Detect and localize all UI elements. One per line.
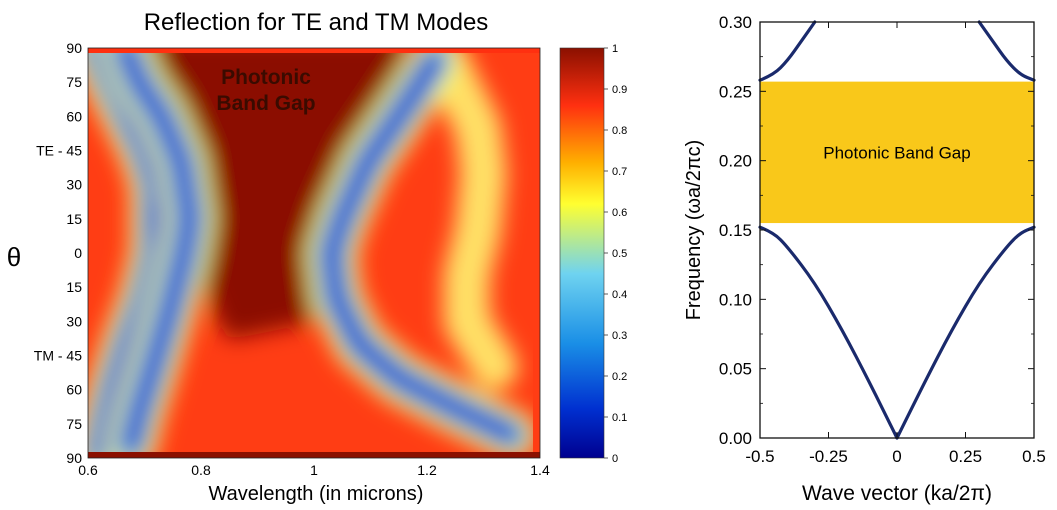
y-tick-label: 15 [66,279,82,295]
x-tick-label: 0.5 [1022,447,1046,466]
top-edge-band [88,48,540,53]
x-tick-label: 0.6 [78,462,98,478]
y-tick-label: 0.30 [719,13,752,32]
x-tick-label: 0.8 [191,462,211,478]
band-gap-annotation: Band Gap [216,92,315,115]
x-tick-label: 1 [310,462,318,478]
heatmap-xlabel: Wavelength (in microns) [209,483,424,505]
heatmap-chart: Reflection for TE and TM Modes Photonic B… [7,9,550,505]
colorbar-tick-label: 1 [612,43,618,55]
y-tick-label: 0.05 [719,360,752,379]
dispersion-curve [977,20,1036,82]
colorbar-tick-label: 0.8 [612,125,627,137]
dispersion-curve [758,225,899,440]
y-tick-label: 90 [66,450,82,466]
dispersion-curve [758,20,817,82]
colorbar-tick-label: 0.2 [612,371,627,383]
colorbar: 1 0.9 0.8 0.7 0.6 0.5 0.4 0.3 0.2 0.1 0 [559,43,627,465]
y-tick-label: 0.20 [719,152,752,171]
x-tick-label: 0 [892,447,901,466]
y-tick-label: 60 [66,108,82,124]
band-gap-region [760,81,1034,224]
y-tick-label: 0 [74,245,82,261]
band-structure-xlabel: Wave vector (ka/2π) [802,482,992,505]
band-gap-label: Photonic Band Gap [823,143,970,162]
colorbar-tick-label: 0.9 [612,84,627,96]
bottom-edge-band [88,452,540,458]
colorbar-tick-label: 0.7 [612,166,627,178]
ridge-core [88,48,167,458]
x-tick-label: -0.25 [809,447,848,466]
y-tick-label: 0.25 [719,82,752,101]
dispersion-curve [895,225,1036,440]
colorbar-tick-label: 0.5 [612,248,627,260]
heatmap-title: Reflection for TE and TM Modes [144,9,489,36]
y-tick-label: 60 [66,382,82,398]
y-tick-label: 75 [66,74,82,90]
y-tick-label: TE - 45 [36,143,82,159]
y-tick-label: 0.15 [719,221,752,240]
y-tick-label: 30 [66,177,82,193]
colorbar-tick-label: 0 [612,453,618,465]
y-tick-label: 0.10 [719,290,752,309]
heatmap-frame [87,47,541,459]
band-gap-annotation: Photonic [221,66,311,89]
ridge-core [113,48,201,458]
colorbar-tick-label: 0.6 [612,207,627,219]
outer-band [421,48,518,390]
y-tick-label: 75 [66,416,82,432]
colorbar-gradient [559,47,605,459]
x-tick-label: 1.4 [530,462,550,478]
ridge-core [320,48,523,447]
heatmap-plot-area [88,48,540,458]
y-tick-label: 90 [66,40,82,56]
x-tick-label: -0.5 [745,447,774,466]
heatmap-ylabel: θ [7,242,21,272]
band-structure-chart: Photonic Band Gap 0.00 0.05 0.10 0.15 0.20 0.2… [683,13,1046,505]
y-tick-label: 30 [66,313,82,329]
colorbar-tick-label: 0.3 [612,330,627,342]
band-structure-ylabel: Frequency (ωa/2πc) [683,140,705,321]
x-tick-label: 0.25 [949,447,982,466]
y-tick-label: 15 [66,211,82,227]
colorbar-tick-label: 0.1 [612,412,627,424]
colorbar-tick-label: 0.4 [612,289,627,301]
y-tick-label: TM - 45 [34,348,82,364]
y-tick-label: 0.00 [719,429,752,448]
x-tick-label: 1.2 [417,462,437,478]
